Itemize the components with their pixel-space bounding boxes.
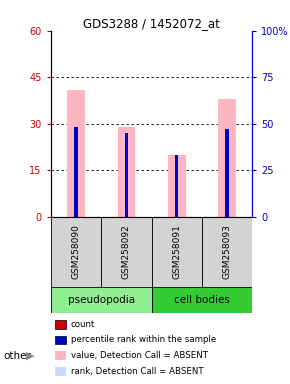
Text: GSM258092: GSM258092 [122,225,131,280]
Bar [67,90,85,217]
Text: rank, Detection Call = ABSENT: rank, Detection Call = ABSENT [71,367,204,376]
Bar [74,132,78,217]
Bar [51,217,101,287]
Text: pseudopodia: pseudopodia [68,295,135,305]
Bar [125,133,128,217]
Text: ▶: ▶ [26,351,35,361]
Bar [55,320,66,329]
Bar [152,287,252,313]
Bar [175,157,178,217]
Bar [51,287,152,313]
Text: count: count [71,320,95,329]
Bar [125,136,128,217]
Bar [225,129,229,217]
Text: value, Detection Call = ABSENT: value, Detection Call = ABSENT [71,351,208,360]
Text: other: other [3,351,31,361]
Bar [101,217,152,287]
Bar [152,217,202,287]
Text: GSM258091: GSM258091 [172,225,181,280]
Text: GSM258090: GSM258090 [71,225,80,280]
Text: cell bodies: cell bodies [174,295,230,305]
Bar [117,127,135,217]
Bar [175,155,178,217]
Title: GDS3288 / 1452072_at: GDS3288 / 1452072_at [83,17,220,30]
Text: percentile rank within the sample: percentile rank within the sample [71,335,216,344]
Bar [218,99,236,217]
Bar [202,217,252,287]
Bar [168,155,186,217]
Bar [55,367,66,376]
Text: GSM258093: GSM258093 [223,225,232,280]
Bar [55,351,66,360]
Bar [55,336,66,344]
Bar [225,130,229,217]
Bar [74,127,78,217]
